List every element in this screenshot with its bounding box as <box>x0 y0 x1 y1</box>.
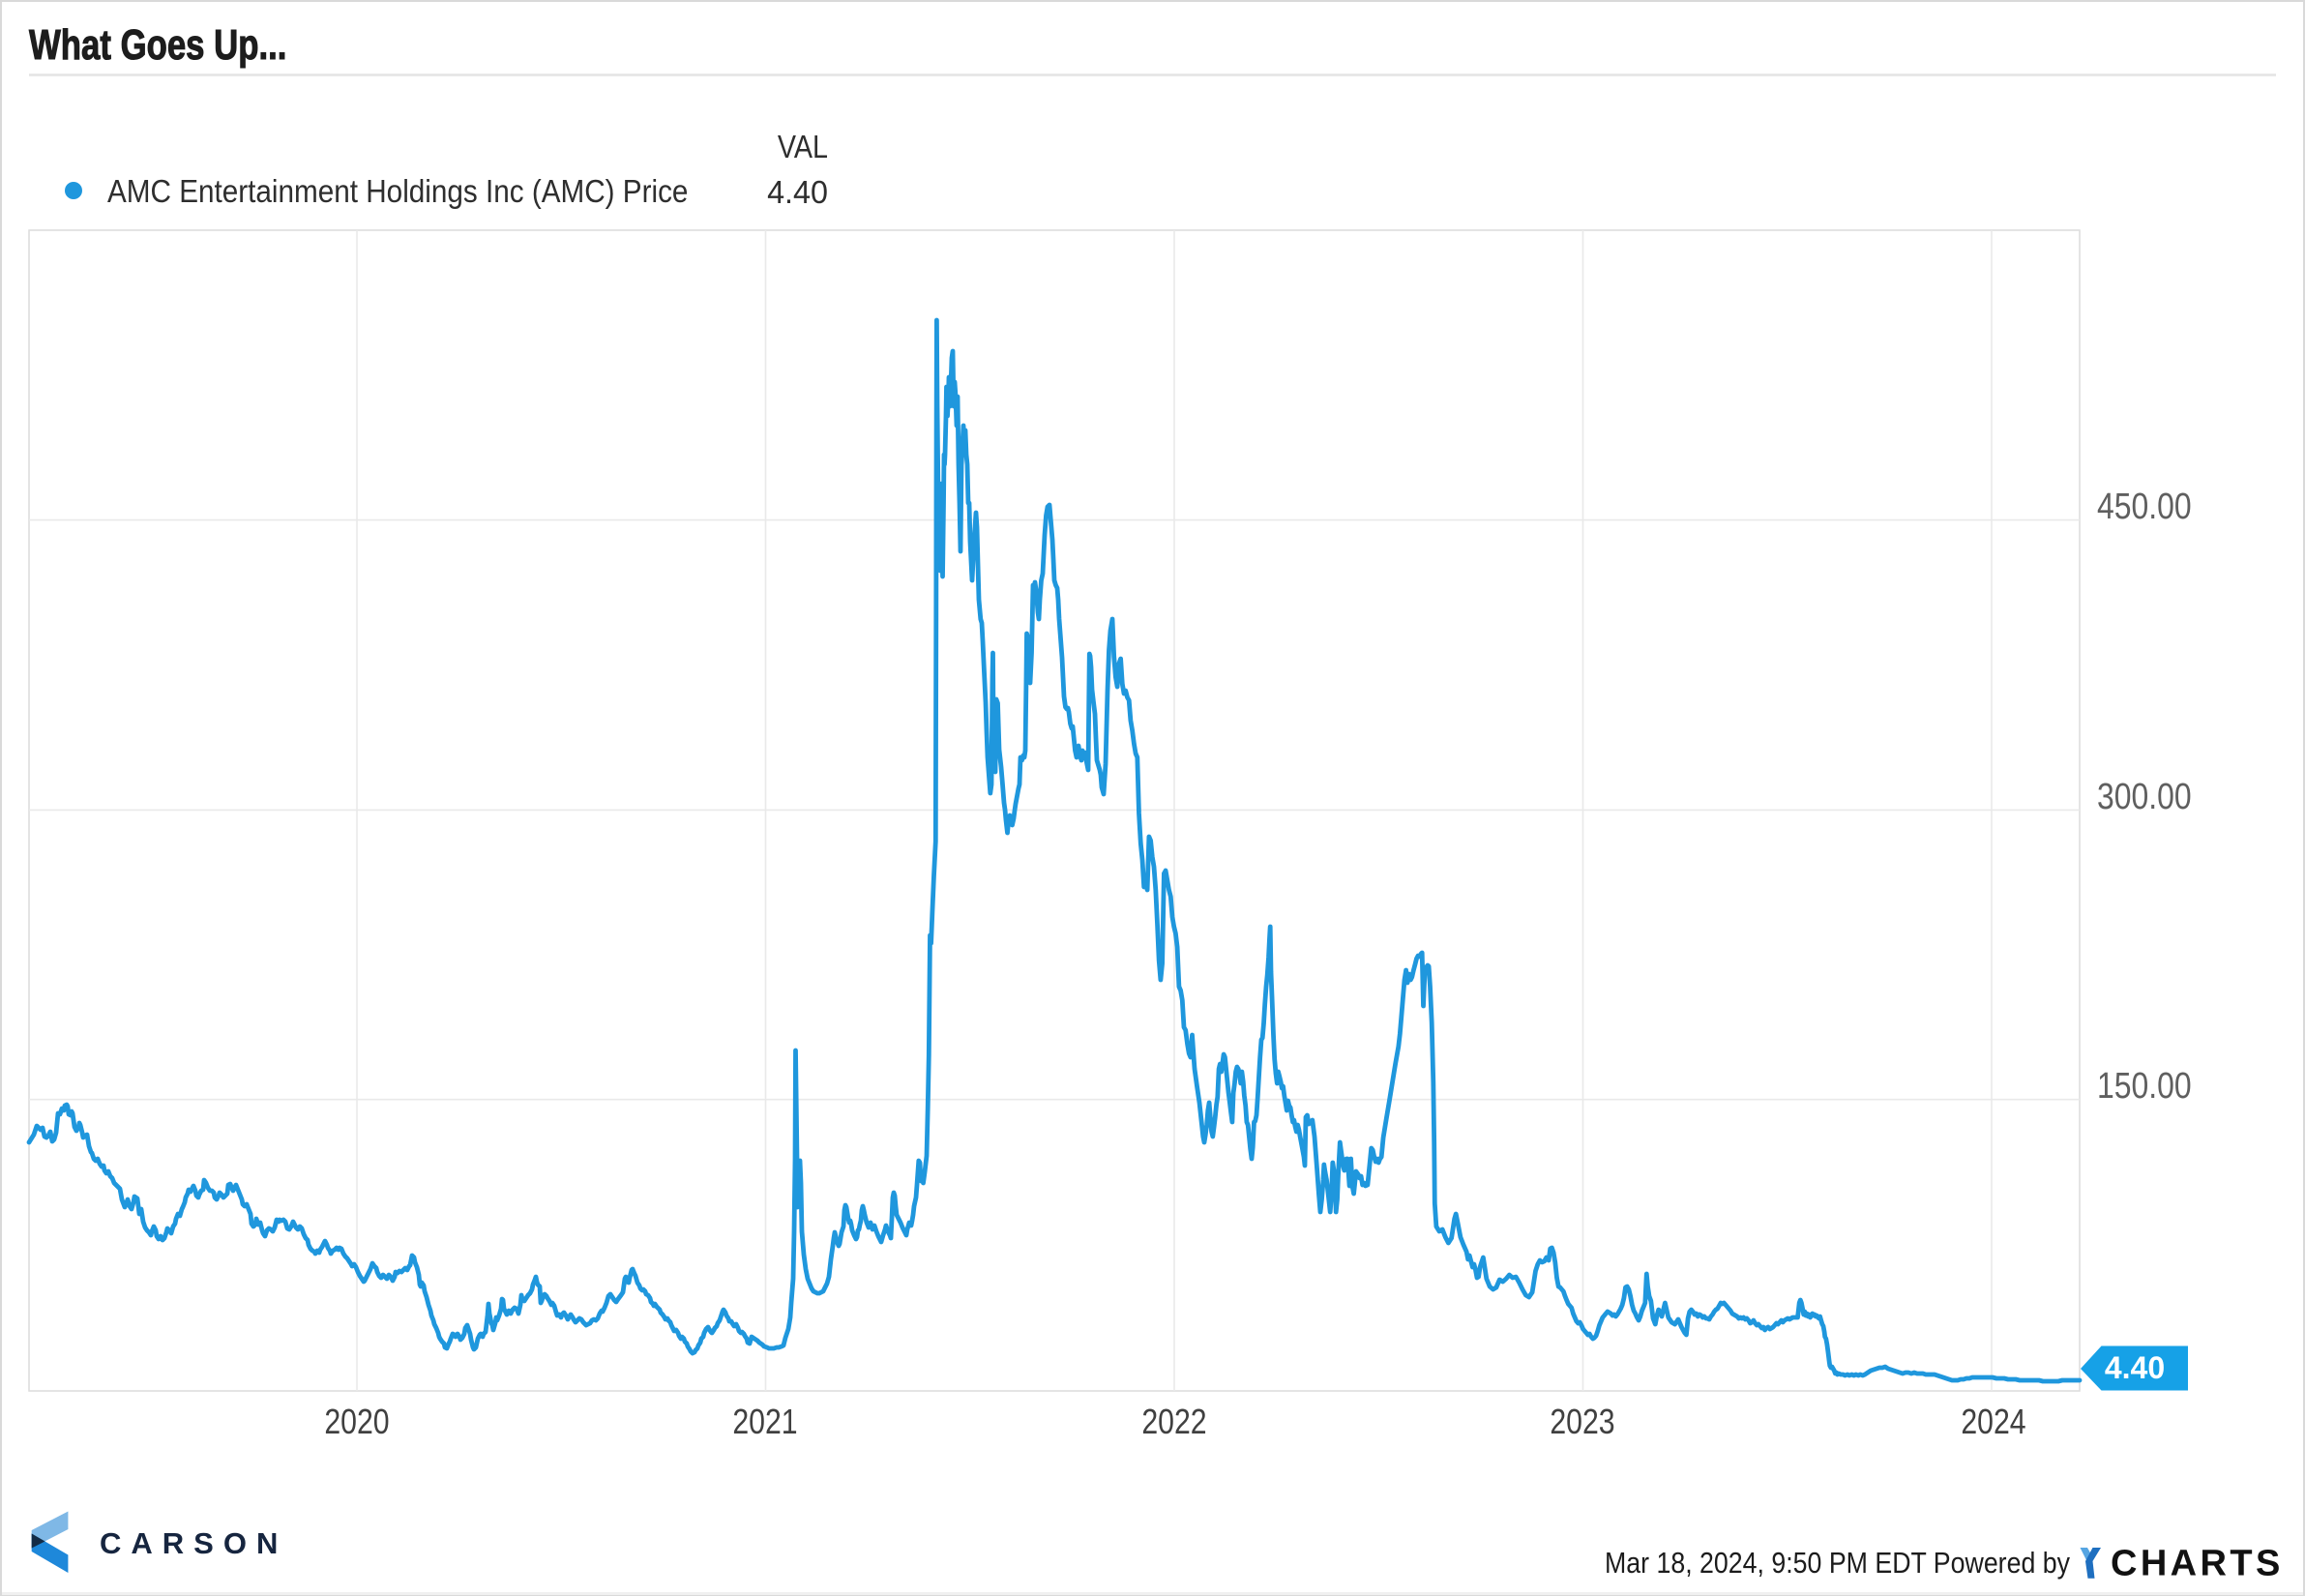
svg-text:2022: 2022 <box>1141 1404 1206 1442</box>
svg-text:2020: 2020 <box>324 1404 389 1442</box>
svg-text:Mar 18, 2024, 9:50 PM EDT Powe: Mar 18, 2024, 9:50 PM EDT Powered by <box>1605 1547 2071 1580</box>
svg-text:AMC Entertainment Holdings Inc: AMC Entertainment Holdings Inc (AMC) Pri… <box>107 174 688 210</box>
svg-text:300.00: 300.00 <box>2097 776 2192 816</box>
svg-text:CARSON: CARSON <box>100 1526 287 1560</box>
svg-text:VAL: VAL <box>778 129 828 164</box>
svg-text:4.40: 4.40 <box>767 174 828 210</box>
svg-text:150.00: 150.00 <box>2097 1065 2192 1106</box>
svg-text:4.40: 4.40 <box>2105 1350 2165 1385</box>
svg-text:2021: 2021 <box>732 1404 797 1442</box>
svg-text:2024: 2024 <box>1961 1404 2025 1442</box>
svg-text:What Goes Up...: What Goes Up... <box>29 21 286 69</box>
svg-text:2023: 2023 <box>1550 1404 1614 1442</box>
svg-text:450.00: 450.00 <box>2097 486 2192 526</box>
svg-text:CHARTS: CHARTS <box>2111 1544 2284 1584</box>
